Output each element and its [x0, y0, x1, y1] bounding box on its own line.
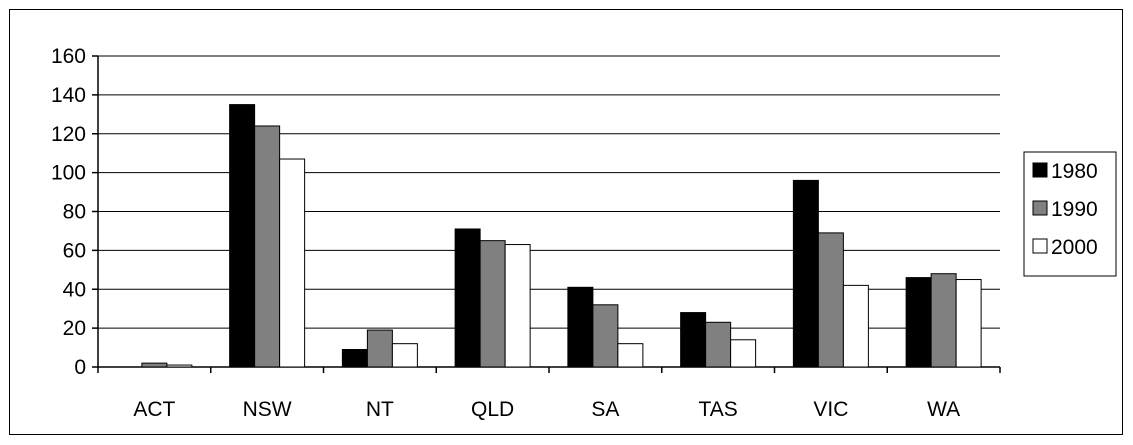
- bar-2000-SA: [617, 343, 644, 368]
- bar-2000-NT: [391, 343, 418, 368]
- x-tick-label: VIC: [813, 398, 848, 421]
- x-ticks: ACT NSW NT QLD SA TAS VIC WA: [97, 367, 1001, 421]
- y-tick-label: 40: [63, 278, 86, 301]
- bar-1980-NSW: [229, 104, 256, 368]
- legend-label-1990: 1990: [1051, 198, 1098, 221]
- bar-2000-VIC: [842, 284, 869, 368]
- y-tick-label: 100: [51, 162, 86, 185]
- legend: 1980 1990 2000: [1023, 151, 1117, 277]
- x-tick-label: NT: [366, 398, 394, 421]
- x-tick-label: QLD: [471, 398, 514, 421]
- x-tick-label: NSW: [243, 398, 292, 421]
- bar-2000-ACT: [166, 364, 193, 368]
- bar-1980-NT: [341, 349, 368, 368]
- x-tick-label: WA: [927, 398, 960, 421]
- y-tick-label: 140: [51, 84, 86, 107]
- legend-swatch-2000: [1032, 238, 1048, 254]
- bar-1990-VIC: [817, 232, 844, 368]
- bar-1980-QLD: [454, 228, 481, 368]
- y-ticks: 0 20 40 60 80 100 120 140 160: [51, 45, 98, 379]
- bar-1990-QLD: [479, 240, 506, 368]
- bar-1990-WA: [930, 273, 957, 368]
- bar-1990-TAS: [705, 321, 732, 368]
- bar-2000-TAS: [730, 339, 757, 368]
- y-tick-label: 20: [63, 317, 86, 340]
- bar-2000-QLD: [504, 244, 531, 368]
- y-tick-label: 120: [51, 123, 86, 146]
- legend-swatch-1980: [1032, 162, 1048, 178]
- y-tick-label: 160: [51, 45, 86, 68]
- bar-1980-WA: [905, 277, 932, 368]
- bar-2000-WA: [955, 279, 982, 368]
- legend-label-1980: 1980: [1051, 160, 1098, 183]
- x-tick-label: SA: [591, 398, 619, 421]
- bar-1990-NSW: [254, 125, 281, 368]
- bar-1980-VIC: [792, 179, 819, 368]
- bar-1990-NT: [366, 329, 393, 368]
- chart-frame: [9, 9, 1123, 435]
- bars: [141, 104, 982, 368]
- y-tick-label: 0: [74, 356, 86, 379]
- x-tick-label: TAS: [698, 398, 737, 421]
- bar-1990-SA: [592, 304, 619, 368]
- bar-1980-TAS: [680, 312, 707, 368]
- y-tick-label: 60: [63, 239, 86, 262]
- legend-swatch-1990: [1032, 200, 1048, 216]
- bar-2000-NSW: [279, 158, 306, 368]
- x-tick-label: ACT: [133, 398, 175, 421]
- bar-1990-ACT: [141, 362, 168, 368]
- legend-label-2000: 2000: [1051, 236, 1098, 259]
- bar-1980-SA: [567, 286, 594, 368]
- y-tick-label: 80: [63, 201, 86, 224]
